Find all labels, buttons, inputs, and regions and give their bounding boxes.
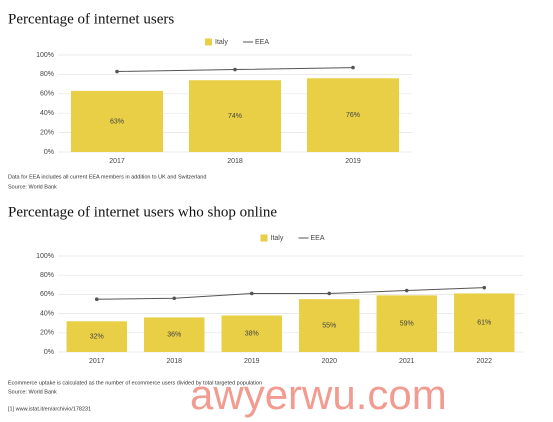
note: Data for EEA includes all current EEA me…: [8, 174, 206, 180]
bar: [221, 315, 282, 352]
bar: [376, 295, 437, 352]
bar: [306, 78, 400, 152]
point: [404, 288, 409, 293]
value-label: 55%: [322, 322, 336, 329]
x-tick-label: 2018: [166, 358, 182, 365]
note: Source: World Bank: [8, 184, 57, 190]
bar: [454, 293, 515, 352]
legend-swatch: [260, 234, 268, 242]
y-tick-label: 0%: [44, 349, 54, 356]
point: [249, 291, 254, 296]
value-label: 61%: [477, 320, 491, 327]
legend-label: EEA: [255, 39, 269, 46]
point: [233, 67, 237, 72]
x-tick-label: 2017: [109, 158, 125, 165]
value-label: 74%: [228, 113, 242, 120]
point: [482, 285, 487, 290]
legend-label: EEA: [311, 235, 325, 242]
point: [351, 65, 355, 70]
x-tick-label: 2017: [89, 358, 105, 365]
x-tick-label: 2022: [476, 358, 492, 365]
value-label: 32%: [90, 333, 104, 340]
value-label: 36%: [167, 332, 181, 339]
value-label: 38%: [245, 331, 259, 338]
point: [327, 291, 332, 296]
watermark: awyerwu.com: [190, 371, 447, 418]
y-tick-label: 20%: [40, 129, 54, 136]
line: [96, 287, 485, 300]
chart-title: Percentage of internet users: [8, 11, 174, 27]
bar: [188, 80, 282, 152]
legend-swatch: [205, 38, 212, 46]
value-label: 59%: [400, 321, 414, 328]
x-tick-label: 2021: [399, 358, 415, 365]
y-tick-label: 60%: [40, 91, 54, 98]
point: [172, 296, 177, 301]
legend-label: Italy: [271, 235, 284, 242]
x-tick-label: 2018: [227, 158, 243, 165]
y-tick-label: 0%: [44, 149, 54, 156]
bar: [66, 321, 127, 352]
x-tick-label: 2020: [321, 358, 337, 365]
bar: [70, 90, 164, 152]
y-tick-label: 80%: [40, 71, 54, 78]
y-tick-label: 40%: [40, 110, 54, 117]
legend-label: Italy: [215, 39, 228, 46]
y-tick-label: 60%: [40, 291, 54, 298]
x-tick-label: 2019: [345, 158, 361, 165]
point: [94, 297, 99, 302]
y-tick-label: 40%: [40, 310, 54, 317]
y-tick-label: 100%: [36, 52, 54, 59]
y-tick-label: 100%: [36, 253, 54, 260]
bar: [299, 299, 360, 352]
x-tick-label: 2019: [244, 358, 260, 365]
chart-title: Percentage of internet users who shop on…: [8, 204, 277, 220]
note: Ecommerce uptake is calculated as the nu…: [8, 380, 262, 386]
bar: [144, 317, 205, 352]
note: [1] www.istat.it/en/archivio/178231: [8, 406, 91, 412]
value-label: 76%: [346, 112, 360, 119]
y-tick-label: 80%: [40, 272, 54, 279]
note: Source: World Bank: [8, 389, 57, 395]
point: [115, 69, 119, 74]
y-tick-label: 20%: [40, 330, 54, 337]
value-label: 63%: [110, 118, 124, 125]
